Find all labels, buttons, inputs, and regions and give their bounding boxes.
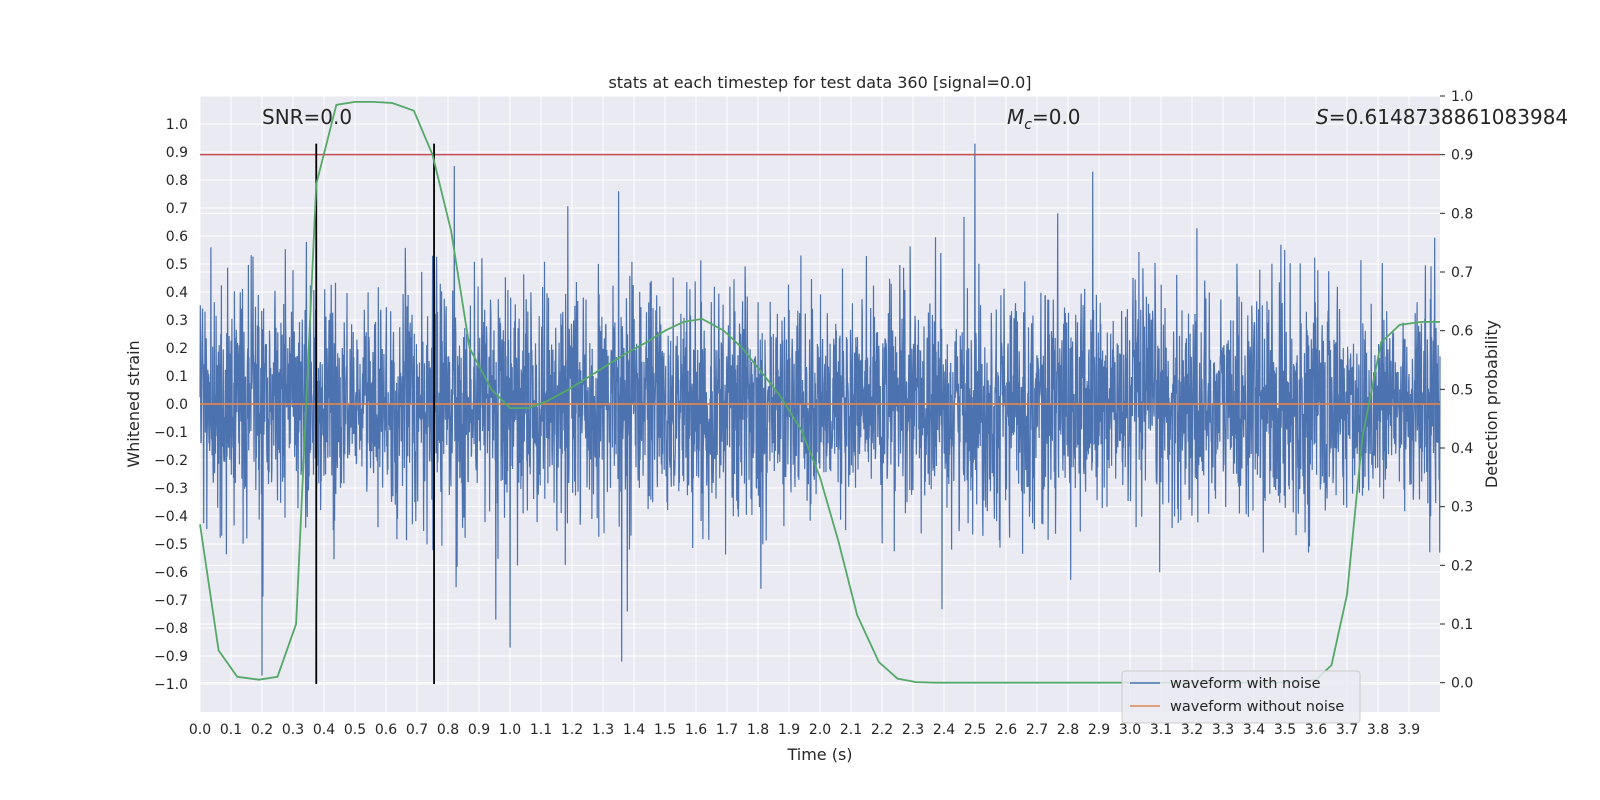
y2-tick-label: 0.0 [1451,676,1473,692]
y-tick-label: −0.2 [154,453,188,469]
x-tick-label: 1.5 [654,722,676,738]
mc-value: =0.0 [1032,105,1081,129]
x-tick-label: 2.1 [840,722,862,738]
snr-annotation: SNR=0.0 [262,105,352,129]
y-tick-label: −0.5 [154,537,188,553]
y-tick-label: 0.7 [166,201,188,217]
x-tick-label: 1.3 [592,722,614,738]
y-tick-label: −0.6 [154,565,188,581]
y2-tick-label: 0.5 [1451,382,1473,398]
x-tick-label: 3.9 [1398,722,1420,738]
legend-label-noise: waveform with noise [1170,676,1321,692]
x-tick-label: 2.0 [809,722,831,738]
x-tick-label: 1.0 [499,722,521,738]
x-tick-label: 1.8 [747,722,769,738]
x-tick-label: 3.0 [1119,722,1141,738]
x-tick-label: 0.3 [282,722,304,738]
y2-tick-label: 0.1 [1451,617,1473,633]
x-tick-label: 0.4 [313,722,335,738]
y-tick-label: −0.4 [154,509,188,525]
legend-label-clean: waveform without noise [1170,699,1344,715]
x-tick-label: 2.3 [902,722,924,738]
x-tick-label: 3.7 [1336,722,1358,738]
y-tick-label: −0.8 [154,621,188,637]
y2-axis-label: Detection probability [1482,320,1501,488]
ticks: 0.0 0.1 0.2 0.3 0.4 0.5 0.6 0.7 0.8 0.9 1.0 1.1 1.2 1… [154,89,1473,738]
legend: waveform with noise waveform without noi… [1121,670,1361,724]
y-tick-label: 0.4 [166,285,188,301]
x-tick-label: 1.6 [685,722,707,738]
y2-tick-label: 0.2 [1451,558,1473,574]
y-tick-label: −0.3 [154,481,188,497]
x-tick-label: 0.8 [437,722,459,738]
s-value: =0.6148738861083984 [1329,105,1568,129]
y-tick-label: 0.3 [166,313,188,329]
legend-box [1121,670,1361,724]
x-tick-label: 0.2 [251,722,273,738]
chart-title: stats at each timestep for test data 360… [608,73,1031,92]
y2-tick-label: 0.4 [1451,441,1473,457]
y2-tick-label: 0.7 [1451,265,1473,281]
x-tick-label: 3.5 [1274,722,1296,738]
noise-series [199,143,1441,676]
y2-tick-label: 1.0 [1451,89,1473,105]
s-annotation: S=0.6148738861083984 [1316,105,1568,129]
x-tick-label: 2.8 [1057,722,1079,738]
y-tick-label: 0.1 [166,369,188,385]
x-tick-label: 0.0 [189,722,211,738]
s-symbol: S [1316,105,1329,129]
y-tick-label: 0.8 [166,173,188,189]
x-tick-label: 3.4 [1243,722,1265,738]
x-tick-label: 0.6 [375,722,397,738]
mc-symbol: M [1007,105,1024,129]
x-tick-label: 3.6 [1305,722,1327,738]
x-tick-label: 1.9 [778,722,800,738]
x-tick-label: 3.1 [1150,722,1172,738]
y-tick-label: 0.9 [166,145,188,161]
x-tick-label: 3.3 [1212,722,1234,738]
y2-tick-label: 0.8 [1451,206,1473,222]
x-tick-label: 3.2 [1181,722,1203,738]
y-tick-label: 1.0 [166,117,188,133]
x-tick-label: 3.8 [1367,722,1389,738]
x-axis-label: Time (s) [786,745,852,764]
y-tick-label: −0.1 [154,425,188,441]
x-tick-label: 1.7 [716,722,738,738]
series-line-waveform-with-noise [199,143,1441,676]
x-tick-label: 0.7 [406,722,428,738]
x-tick-label: 1.2 [561,722,583,738]
mc-annotation: Mc=0.0 [1007,105,1081,133]
y2-tick-label: 0.6 [1451,324,1473,340]
y-tick-label: 0.2 [166,341,188,357]
x-tick-label: 0.1 [220,722,242,738]
x-tick-label: 0.5 [344,722,366,738]
x-tick-label: 2.5 [964,722,986,738]
y-tick-label: 0.5 [166,257,188,273]
x-tick-label: 2.4 [933,722,955,738]
x-tick-label: 0.9 [468,722,490,738]
x-tick-label: 2.7 [1026,722,1048,738]
y-tick-label: 0.6 [166,229,188,245]
x-tick-label: 1.4 [623,722,645,738]
y2-tick-label: 0.9 [1451,148,1473,164]
x-tick-label: 2.2 [871,722,893,738]
y-tick-label: 0.0 [166,397,188,413]
x-tick-label: 1.1 [530,722,552,738]
x-tick-label: 2.9 [1088,722,1110,738]
y2-tick-label: 0.3 [1451,500,1473,516]
x-tick-label: 2.6 [995,722,1017,738]
y-axis-label: Whitened strain [124,340,143,467]
y-tick-label: −0.9 [154,649,188,665]
mc-subscript: c [1024,117,1032,133]
y-tick-label: −0.7 [154,593,188,609]
y-tick-label: −1.0 [154,677,188,693]
